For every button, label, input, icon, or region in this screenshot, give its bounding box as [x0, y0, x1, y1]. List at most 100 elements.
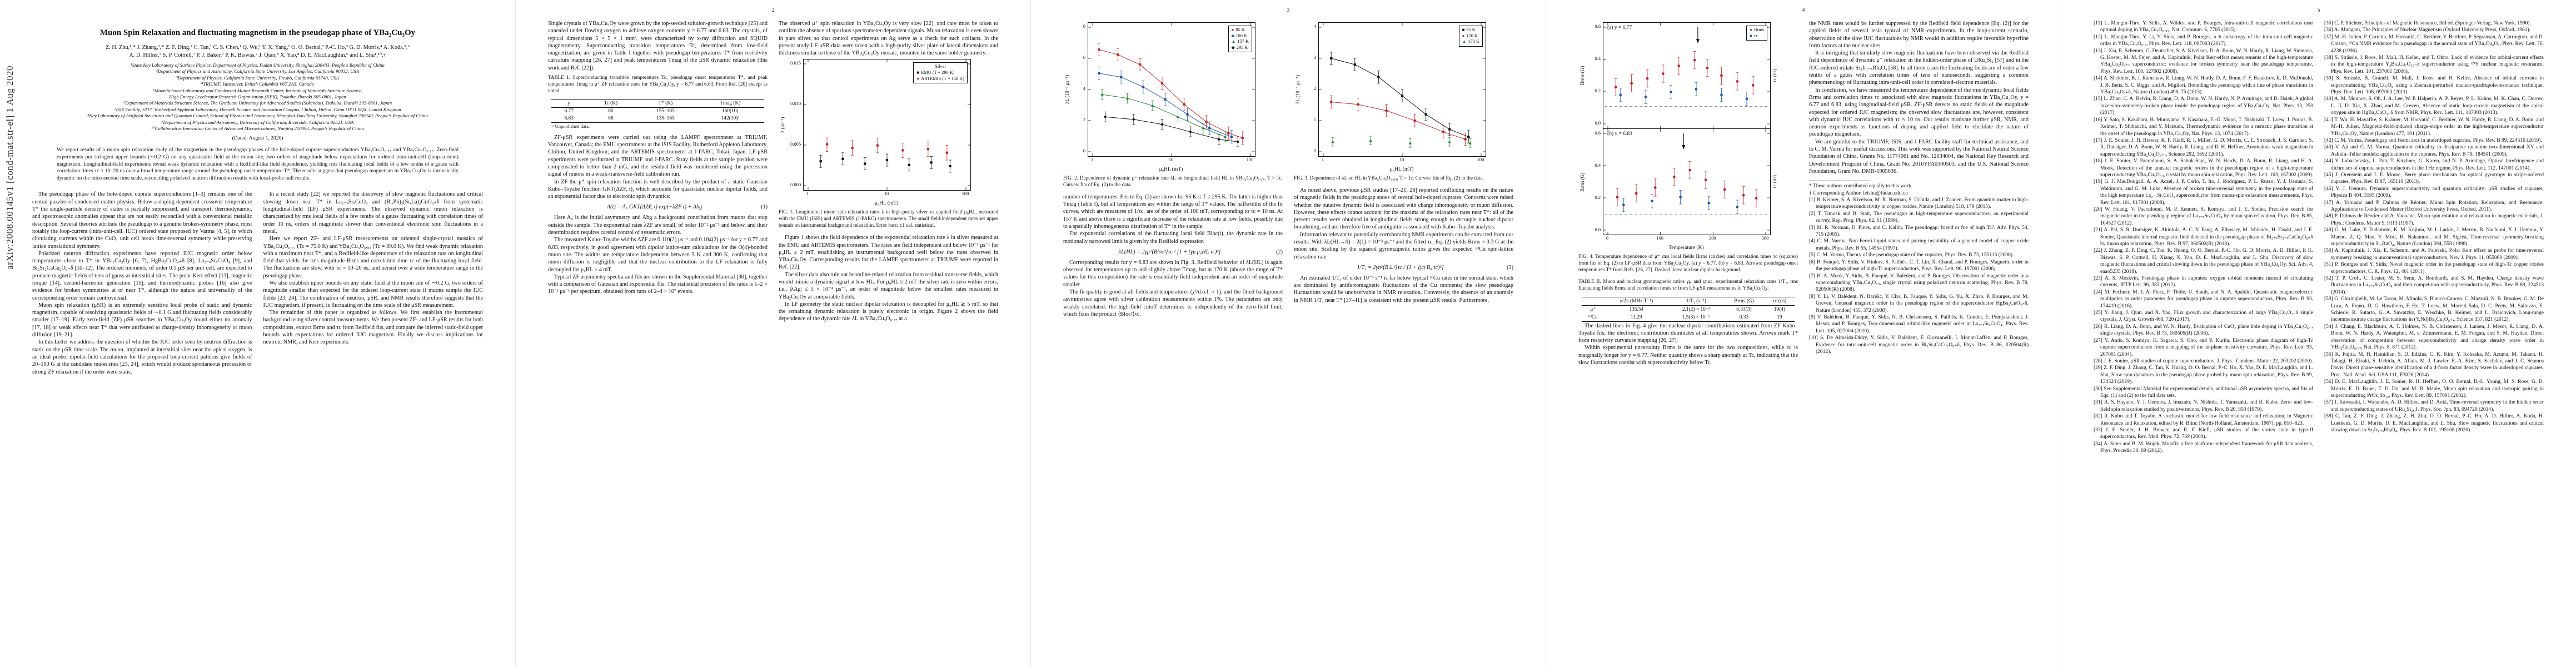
- page-number-5: 5: [2317, 7, 2320, 13]
- marker-circle: [1742, 193, 1745, 197]
- page4-column-1: Brms (G) 0.0 0.2 0.4 0.6 (a) y = 6.77 ● Brms ■ τc…: [1578, 20, 1798, 366]
- legend-label: Brms: [1754, 27, 1764, 32]
- y-tick-label: 0.010: [790, 101, 801, 107]
- marker-circle: [1653, 186, 1657, 189]
- reference-item: [14] A. Shekhter, B. J. Ramshaw, R. Lian…: [2094, 76, 2313, 96]
- table-cell: 0.33(3): [1736, 306, 1752, 312]
- marker-circle: [1138, 63, 1142, 66]
- paragraph: The remainder of this paper is organized…: [263, 310, 484, 346]
- page5-column-1: [11] L. Mangin-Thro, Y. Sidis, A. Wildes…: [2094, 20, 2313, 455]
- page4-columns: Brms (G) 0.0 0.2 0.4 0.6 (a) y = 6.77 ● Brms ■ τc…: [1578, 20, 2029, 366]
- y-tick-label: 0.0: [1595, 121, 1601, 126]
- legend-label: 120 K: [1466, 33, 1478, 38]
- marker-square: [1679, 196, 1682, 198]
- reference-item: [11] L. Mangin-Thro, Y. Sidis, A. Wildes…: [2094, 21, 2313, 33]
- reference-item: [56] D. E. MacLaughlin, J. E. Sonier, R.…: [2324, 379, 2544, 399]
- page3-column-1: λL (10⁻³ μs⁻¹) 0 2 4 6 8 ● 85 K ■ 100 K ▲ 157 K ◆ 295…: [1063, 20, 1283, 318]
- page-4: 4 Brms (G) 0.0 0.2 0.4 0.6 (a) y = 6.77 ● Brms ■…: [1546, 0, 2061, 667]
- marker-circle: [1616, 196, 1619, 199]
- author-line-1: Z. H. Zhu,¹,* J. Zhang,¹,* Z. F. Ding,¹ …: [105, 44, 410, 51]
- figure-4-caption: FIG. 4. Temperature dependence of μ⁺ rms…: [1578, 253, 1798, 272]
- reference-item: [6] B. Fauqué, Y. Sidis, V. Hinkov, S. P…: [1809, 259, 2029, 272]
- page1-columns: The pseudogap phase of the hole-doped cu…: [32, 191, 483, 375]
- affiliation-line: ⁹Department of Physics and Astronomy, Un…: [161, 119, 354, 125]
- x-axis-label: Temperature (K): [1668, 245, 1704, 251]
- marker-square: [1186, 113, 1189, 116]
- x-tick-labels: 0 100 200 300: [1603, 235, 1770, 241]
- marker-circle: [1160, 82, 1164, 85]
- equation: λL(HL) = 2γμ²⟨Bloc²⟩τc / [1 + (γμ μ₀HL τ…: [1063, 249, 1283, 255]
- y-tick-labels: 0.0 0.2 0.4 0.6: [1586, 22, 1603, 128]
- y-tick-label: 8: [1083, 24, 1085, 29]
- y-axis-label-right: τc (ns): [1772, 69, 1777, 82]
- marker-circle: [1614, 86, 1617, 89]
- paragraph: In ZF the μ⁺ spin relaxation function is…: [548, 178, 768, 200]
- y-tick-label: 0.6: [1595, 131, 1601, 136]
- x-tick-label: 100: [1477, 157, 1484, 162]
- table-cell: μ⁺: [1590, 307, 1596, 313]
- plot-legend: ■ 95 K ● 120 K ▲ 170 K: [1458, 26, 1483, 47]
- marker-circle: [1751, 84, 1755, 87]
- marker-square: [949, 165, 951, 168]
- page-number-2: 2: [771, 7, 775, 13]
- y-tick-labels: 0 1 2 3 4: [1302, 22, 1318, 156]
- marker-square: [1448, 128, 1451, 131]
- page-3: 3 λL (10⁻³ μs⁻¹) 0 2 4 6 8 ● 85 K ■ 100 K ▲ 157 K ◆ 2…: [1030, 0, 1546, 667]
- table-caption: TABLE II. Muon and nuclear gyromagnetic …: [1578, 278, 1798, 291]
- marker-triangle: [1468, 141, 1472, 145]
- reference-item: [22] J. Zhang, Z. F. Ding, C. Tan, K. Hu…: [2094, 248, 2313, 275]
- reference-item: [57] I. Kawasaki, I. Watanabe, A. D. Hil…: [2324, 400, 2544, 412]
- table-header: y: [551, 99, 587, 108]
- page4-column-2: the NMR rates would be further suppresse…: [1809, 20, 2029, 366]
- legend-entry: ▲ 157 K: [1232, 39, 1249, 45]
- reference-item: [34] A. Suter and B. M. Wojek, Musrfit: …: [2094, 441, 2313, 454]
- page3-column-2: λL (10⁻³ μs⁻¹) 0 1 2 3 4 ■ 95 K ● 120 K ▲ 170 K 1 10 1…: [1294, 20, 1513, 318]
- y-axis-label: Brms (G): [1580, 66, 1585, 86]
- legend-marker-icon: ■: [916, 70, 920, 76]
- marker-square: [1651, 200, 1653, 202]
- reference-item: [42] C. M. Varma, Pseudogap and Fermi ar…: [2324, 137, 2542, 143]
- page5-columns: [11] L. Mangin-Thro, Y. Sidis, A. Wildes…: [2094, 20, 2544, 455]
- reference-item: [13] J. Xia, E. Schemm, G. Deutscher, S.…: [2094, 48, 2313, 74]
- marker-diamond: [1236, 140, 1239, 144]
- reference-item: [26] R. Liang, D. A. Bonn, and W. N. Har…: [2094, 323, 2313, 337]
- reference-item: [28] J. E. Sonier, μSR studies of cuprat…: [2094, 358, 2313, 364]
- table-header: 1/T₁ (s⁻¹): [1668, 296, 1724, 306]
- page-number-3: 3: [1287, 7, 1290, 13]
- fit-curve: [1099, 49, 1243, 138]
- marker-circle: [1736, 80, 1739, 83]
- fit-curve: [1102, 94, 1225, 137]
- table-row: 6.83 88 135–165 142(10)ᵃ: [551, 115, 765, 123]
- reference-item: [24] M. Fechner, M. J. A. Fierz, F. Thöl…: [2094, 289, 2313, 309]
- legend-label: EMU (T = 290 K): [921, 70, 955, 76]
- equation-body: λL(HL) = 2γμ²⟨Bloc²⟩τc / [1 + (γμ μ₀HL τ…: [1118, 248, 1221, 255]
- marker-triangle: [1151, 104, 1154, 107]
- paragraph: The pseudogap phase of the hole-doped cu…: [32, 191, 252, 250]
- figure-1: λ (μs⁻¹) 0.000 0.005 0.010 0.015 Silver ■ EMU (…: [779, 59, 998, 206]
- x-tick-label: 200: [1709, 236, 1716, 241]
- tstar-arrow-head: [1696, 39, 1700, 43]
- affiliation-line: ⁶Department of Materials Structure Scien…: [123, 100, 392, 106]
- reference-item: [38] S. Strässle, J. Roos, M. Mali, H. K…: [2324, 55, 2544, 74]
- marker-circle: [1723, 188, 1726, 191]
- paragraph: Polarized neutron diffraction experiment…: [32, 250, 252, 301]
- reference-item: [46] Y. J. Uemura, Dynamic superconducti…: [2324, 186, 2544, 199]
- marker-square: [1377, 76, 1380, 78]
- paragraph: An estimated 1/T₁ of order 10⁻⁵ s⁻¹ is f…: [1294, 275, 1513, 303]
- marker-square: [1164, 98, 1167, 101]
- figure-1-caption: FIG. 1. Longitudinal muon spin relaxatio…: [779, 209, 998, 228]
- marker-diamond: [1189, 130, 1192, 134]
- marker-circle: [1117, 53, 1119, 56]
- plot-legend: ● Brms ■ τc: [1746, 26, 1767, 41]
- figure-panel: λ (μs⁻¹) 0.000 0.005 0.010 0.015 Silver ■ EMU (…: [779, 59, 998, 191]
- x-tick-label: 1: [806, 191, 809, 197]
- affiliation-line: ⁴TRIUMF, Vancouver, British Columbia V6T…: [201, 81, 314, 87]
- table-cell: 19: [1764, 313, 1795, 322]
- legend-marker-icon: ●: [916, 76, 920, 81]
- table-cell: 6.83: [551, 115, 587, 123]
- marker-circle: [901, 149, 904, 152]
- table-cell: 155–185: [656, 108, 675, 115]
- marker-circle: [1672, 175, 1676, 178]
- marker-circle: [1227, 132, 1230, 135]
- footnote: † Corresponding Author: leishu@fudan.edu…: [1809, 190, 1908, 196]
